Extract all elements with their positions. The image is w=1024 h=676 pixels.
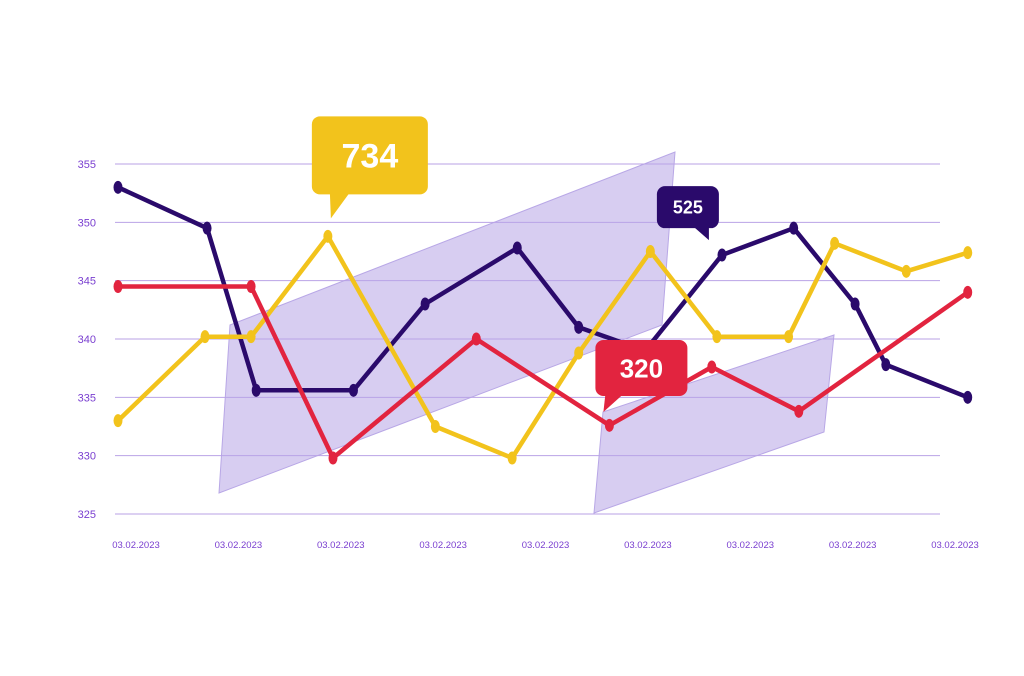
decorative-band-left bbox=[218, 151, 676, 494]
data-point bbox=[645, 245, 655, 258]
x-tick-label: 03.02.2023 bbox=[829, 540, 877, 551]
data-point bbox=[830, 236, 840, 250]
callout-label: 525 bbox=[673, 198, 703, 218]
decorative-bands bbox=[218, 151, 835, 514]
y-tick-label: 340 bbox=[78, 334, 96, 346]
y-tick-label: 350 bbox=[78, 217, 96, 229]
data-point bbox=[901, 264, 911, 278]
data-point bbox=[963, 246, 973, 260]
x-tick-label: 03.02.2023 bbox=[419, 540, 467, 551]
callout-tail bbox=[603, 394, 624, 412]
callout-525: 525 bbox=[656, 186, 719, 241]
data-point bbox=[789, 221, 799, 235]
x-tick-label: 03.02.2023 bbox=[726, 540, 774, 551]
data-point bbox=[707, 360, 717, 374]
callout-box bbox=[595, 340, 688, 396]
callout-tail bbox=[692, 226, 709, 241]
data-point bbox=[200, 330, 210, 344]
data-point bbox=[113, 180, 123, 194]
data-point bbox=[850, 297, 860, 311]
series-line bbox=[115, 284, 970, 461]
y-tick-label: 345 bbox=[78, 276, 96, 288]
data-point bbox=[881, 358, 891, 372]
x-tick-label: 03.02.2023 bbox=[112, 540, 160, 551]
data-point bbox=[963, 285, 973, 299]
data-point bbox=[712, 330, 722, 344]
grid-lines bbox=[115, 163, 940, 515]
y-tick-label: 335 bbox=[78, 392, 96, 404]
callout-tail bbox=[329, 192, 350, 219]
data-point bbox=[717, 248, 727, 262]
data-point bbox=[113, 414, 123, 428]
data-point bbox=[323, 229, 333, 243]
data-point bbox=[794, 404, 804, 418]
data-point bbox=[507, 451, 517, 465]
data-point bbox=[604, 418, 614, 432]
data-point bbox=[512, 241, 522, 255]
decorative-band-right bbox=[593, 334, 835, 514]
callout-box bbox=[656, 186, 719, 229]
data-point bbox=[420, 297, 430, 311]
data-point bbox=[246, 330, 256, 344]
data-point bbox=[784, 330, 794, 344]
x-tick-label: 03.02.2023 bbox=[215, 540, 263, 551]
callout-320: 320 bbox=[595, 340, 688, 412]
x-tick-label: 03.02.2023 bbox=[624, 540, 672, 551]
callout-box bbox=[311, 116, 428, 195]
callout-label: 734 bbox=[342, 138, 399, 176]
callout-label: 320 bbox=[620, 353, 663, 383]
y-tick-label: 325 bbox=[78, 509, 96, 521]
series-layer bbox=[113, 180, 973, 465]
y-axis-ticks: 325 330 335 340 345 350 355 bbox=[78, 159, 96, 521]
series-2 bbox=[113, 280, 973, 465]
x-tick-label: 03.02.2023 bbox=[522, 540, 570, 551]
callouts-layer: 734 525 320 bbox=[311, 116, 719, 412]
series-1 bbox=[113, 229, 973, 465]
data-point bbox=[113, 280, 123, 293]
data-point bbox=[246, 280, 256, 293]
x-tick-label: 03.02.2023 bbox=[317, 540, 365, 551]
data-point bbox=[430, 420, 440, 433]
y-tick-label: 355 bbox=[78, 159, 96, 171]
callout-734: 734 bbox=[311, 116, 428, 219]
y-tick-label: 330 bbox=[78, 451, 96, 463]
data-point bbox=[574, 346, 584, 360]
data-point bbox=[574, 320, 584, 334]
data-point bbox=[251, 383, 261, 397]
data-point bbox=[348, 383, 358, 397]
data-point bbox=[328, 451, 338, 465]
x-axis-ticks: 03.02.2023 03.02.2023 03.02.2023 03.02.2023… bbox=[112, 540, 979, 551]
x-tick-label: 03.02.2023 bbox=[931, 540, 979, 551]
data-point bbox=[202, 221, 212, 235]
data-point bbox=[963, 390, 973, 404]
data-point bbox=[471, 332, 481, 346]
